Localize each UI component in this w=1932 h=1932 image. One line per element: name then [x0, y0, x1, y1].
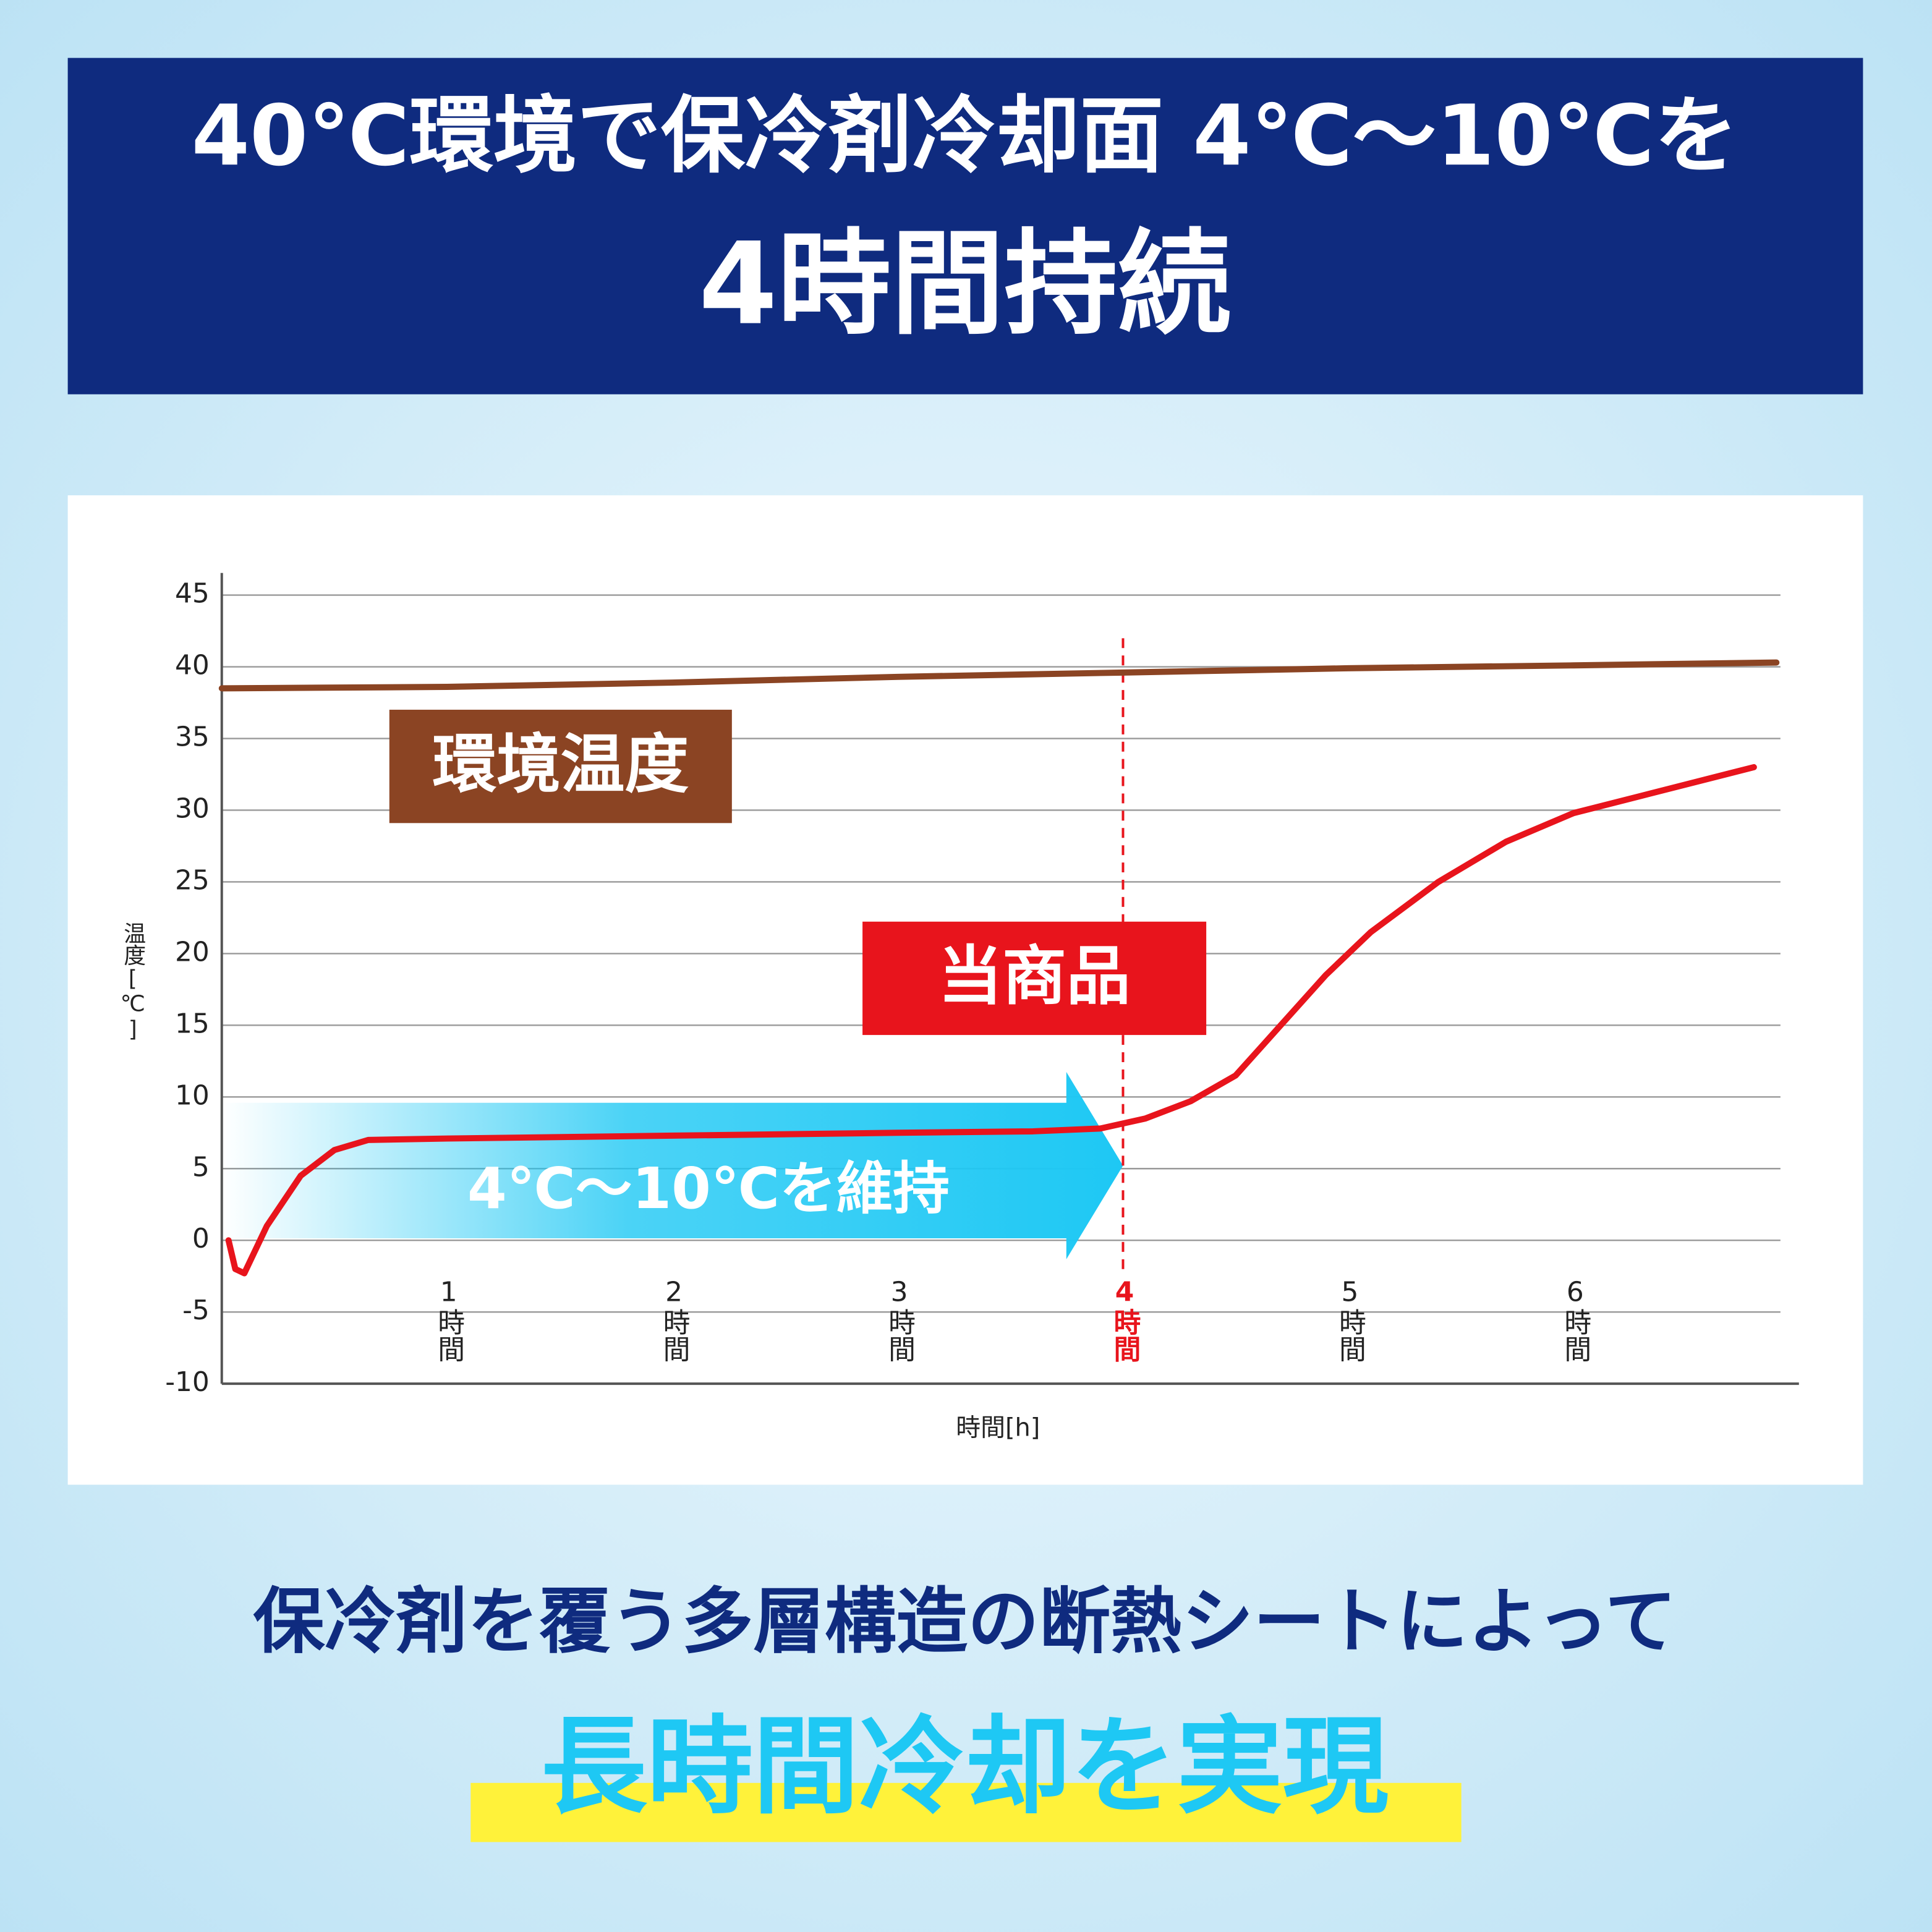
y-tick-label: -10: [165, 1366, 210, 1398]
highlight-band: [470, 1782, 1462, 1842]
footer-line1: 保冷剤を覆う多層構造の断熱シートによって: [253, 1580, 1676, 1663]
x-axis-title: 時間[h]: [956, 1413, 1040, 1442]
legend-label: 環境温度: [433, 728, 689, 802]
x-tick-label: 3時間: [883, 1277, 915, 1363]
legend-label: 当商品: [938, 940, 1131, 1014]
y-tick-label: 25: [175, 864, 210, 896]
y-tick-label: 15: [175, 1008, 210, 1039]
plot: -10 -5 0 5 10 15 20 25 30 35 40 45 1時間 2時間 3時間 4時間 5時間 6時…: [120, 572, 1799, 1442]
y-tick-label: 5: [192, 1151, 210, 1183]
y-tick-label: 35: [175, 721, 210, 753]
series-label-box: [862, 921, 1207, 1036]
y-tick-label: -5: [182, 1295, 210, 1326]
footer-line2: 長時間冷却を実現: [541, 1706, 1389, 1829]
arrow-label: 4℃～10℃を維持: [467, 1155, 950, 1222]
header-band: [67, 57, 1863, 394]
series-label-box: [389, 709, 732, 823]
x-tick-label: 5時間: [1334, 1277, 1366, 1363]
series-line: [218, 659, 1780, 692]
y-tick-label: 0: [192, 1223, 210, 1254]
header-line1: 40℃環境で保冷剤冷却面 4℃～10℃を: [192, 87, 1738, 184]
x-tick-label: 4時間: [1109, 1277, 1140, 1363]
y-tick-label: 30: [175, 793, 210, 824]
x-tick-label: 1時間: [433, 1277, 464, 1363]
y-tick-label: 45: [175, 578, 210, 610]
arrow-band: [221, 1071, 1123, 1259]
y-tick-label: 20: [175, 936, 210, 968]
x-tick-label: 6時間: [1559, 1277, 1591, 1363]
y-tick-label: 40: [175, 650, 210, 681]
y-axis-title: 温度[℃]: [120, 922, 145, 1042]
header-line2: 4時間持続: [699, 219, 1231, 351]
y-tick-label: 10: [175, 1079, 210, 1111]
x-tick-label: 2時間: [658, 1277, 690, 1363]
series-line: [225, 764, 1757, 1277]
